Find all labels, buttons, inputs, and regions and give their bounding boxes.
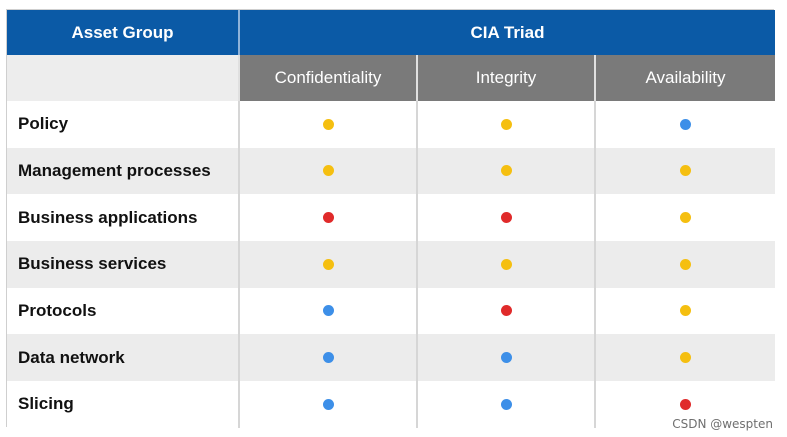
table-body: Policy Management processes Business appli…: [7, 101, 775, 428]
asset-name-cell: Protocols: [7, 287, 240, 335]
red-dot-icon: [500, 305, 512, 317]
yellow-dot-icon: [680, 165, 691, 177]
column-header-confidentiality: Confidentiality: [238, 55, 417, 101]
blue-dot-icon: [322, 305, 334, 317]
yellow-dot-icon: [322, 258, 334, 270]
asset-name-cell: Management processes: [7, 147, 240, 195]
rating-cell-confidentiality: [238, 241, 417, 288]
rating-cell-integrity: [416, 241, 595, 288]
yellow-dot-icon: [500, 118, 512, 130]
rating-cell-integrity: [416, 101, 595, 148]
asset-name-cell: Data network: [7, 334, 240, 382]
cia-triad-header: CIA Triad: [238, 10, 775, 55]
blue-dot-icon: [500, 398, 512, 410]
asset-name-cell: Slicing: [7, 381, 240, 428]
blue-dot-icon: [500, 352, 512, 364]
column-header-availability: Availability: [594, 55, 775, 101]
rating-cell-availability: [594, 194, 775, 242]
table-row: Data network: [7, 334, 775, 382]
table-row: Slicing: [7, 381, 775, 428]
rating-cell-confidentiality: [238, 194, 417, 242]
rating-cell-availability: [594, 147, 775, 195]
rating-cell-availability: [594, 334, 775, 382]
asset-name-cell: Policy: [7, 101, 240, 148]
column-header-integrity: Integrity: [416, 55, 595, 101]
rating-cell-confidentiality: [238, 101, 417, 148]
subheader-blank-cell: [7, 55, 239, 101]
yellow-dot-icon: [322, 118, 334, 130]
yellow-dot-icon: [680, 305, 691, 317]
blue-dot-icon: [322, 398, 334, 410]
table-row: Business services: [7, 241, 775, 288]
rating-cell-confidentiality: [238, 334, 417, 382]
red-dot-icon: [680, 398, 691, 410]
table-row: Protocols: [7, 287, 775, 335]
yellow-dot-icon: [500, 165, 512, 177]
asset-group-header: Asset Group: [7, 10, 239, 55]
cia-triad-table: Asset Group CIA Triad Confidentiality In…: [6, 9, 775, 428]
rating-cell-integrity: [416, 287, 595, 335]
yellow-dot-icon: [680, 211, 691, 223]
subheader-row: Confidentiality Integrity Availability: [7, 55, 775, 101]
rating-cell-availability: [594, 381, 775, 428]
asset-name-cell: Business applications: [7, 194, 240, 242]
yellow-dot-icon: [322, 165, 334, 177]
table-row: Policy: [7, 101, 775, 148]
rating-cell-availability: [594, 287, 775, 335]
red-dot-icon: [500, 211, 512, 223]
yellow-dot-icon: [680, 352, 691, 364]
blue-dot-icon: [680, 118, 691, 130]
yellow-dot-icon: [500, 258, 512, 270]
rating-cell-integrity: [416, 147, 595, 195]
rating-cell-availability: [594, 101, 775, 148]
yellow-dot-icon: [680, 258, 691, 270]
header-row: Asset Group CIA Triad: [7, 10, 775, 55]
asset-table: Asset Group CIA Triad Confidentiality In…: [7, 10, 775, 428]
rating-cell-availability: [594, 241, 775, 288]
rating-cell-integrity: [416, 381, 595, 428]
rating-cell-integrity: [416, 334, 595, 382]
rating-cell-confidentiality: [238, 287, 417, 335]
red-dot-icon: [322, 211, 334, 223]
rating-cell-integrity: [416, 194, 595, 242]
rating-cell-confidentiality: [238, 147, 417, 195]
asset-name-cell: Business services: [7, 241, 240, 288]
table-row: Business applications: [7, 194, 775, 242]
blue-dot-icon: [322, 352, 334, 364]
watermark: CSDN @wespten: [672, 417, 773, 431]
table-row: Management processes: [7, 147, 775, 195]
rating-cell-confidentiality: [238, 381, 417, 428]
